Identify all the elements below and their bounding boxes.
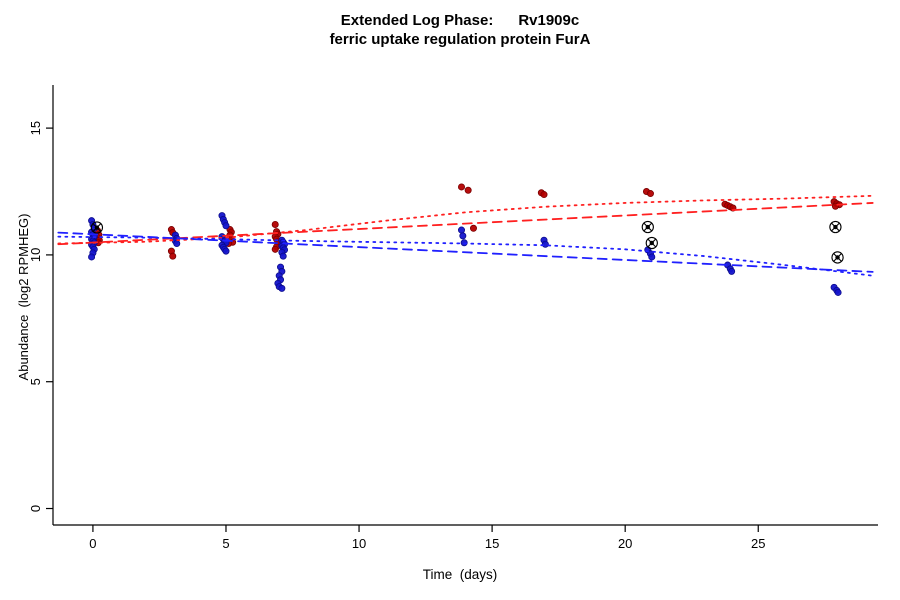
red-points (94, 183, 843, 260)
y-axis-label: Abundance (log2 RPMHEG) (16, 213, 31, 381)
chart-title-line1: Extended Log Phase: Rv1909c (340, 12, 580, 29)
svg-text:10: 10 (28, 248, 43, 262)
chart-title-line2: ferric uptake regulation protein FurA (329, 31, 591, 48)
outlier-circled-points (90, 220, 844, 264)
axes (52, 85, 878, 526)
svg-text:15: 15 (485, 536, 499, 551)
svg-text:5: 5 (28, 378, 43, 385)
svg-text:15: 15 (28, 121, 43, 135)
x-axis-ticks: 0 5 10 15 20 25 (89, 525, 765, 551)
svg-text:20: 20 (618, 536, 632, 551)
y-axis-ticks: 0 5 10 15 (28, 121, 53, 512)
blue-points (88, 212, 842, 296)
svg-text:0: 0 (89, 536, 96, 551)
svg-text:5: 5 (222, 536, 229, 551)
blue-trend-dotted (57, 235, 874, 277)
blue-trend-dashed (57, 231, 874, 273)
x-axis-label: Time (days) (422, 567, 498, 582)
red-trend-dashed (57, 202, 874, 246)
svg-text:25: 25 (751, 536, 765, 551)
svg-text:10: 10 (352, 536, 366, 551)
svg-text:0: 0 (28, 505, 43, 512)
